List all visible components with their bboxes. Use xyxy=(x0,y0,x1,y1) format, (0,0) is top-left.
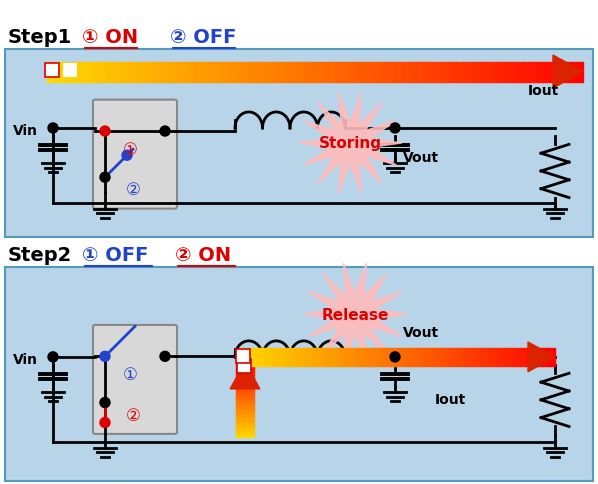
Text: Step1: Step1 xyxy=(8,28,72,47)
Text: Iout: Iout xyxy=(528,84,559,98)
Circle shape xyxy=(390,124,400,134)
Circle shape xyxy=(100,418,110,428)
Bar xyxy=(237,359,251,373)
Text: ①: ① xyxy=(123,365,138,383)
Circle shape xyxy=(100,127,110,137)
Circle shape xyxy=(100,398,110,408)
Bar xyxy=(5,268,593,481)
Text: Step2: Step2 xyxy=(8,245,72,264)
Text: ② ON: ② ON xyxy=(175,245,231,264)
Text: ②: ② xyxy=(126,406,141,424)
Text: Vout: Vout xyxy=(403,151,439,165)
Text: Release: Release xyxy=(321,307,389,322)
Bar xyxy=(236,349,250,363)
Circle shape xyxy=(100,173,110,183)
FancyBboxPatch shape xyxy=(93,325,177,434)
Text: Vin: Vin xyxy=(13,124,38,137)
Text: Vin: Vin xyxy=(13,352,38,366)
Text: Storing: Storing xyxy=(319,136,382,151)
Circle shape xyxy=(160,351,170,362)
Text: Iout: Iout xyxy=(434,392,466,406)
Text: ① ON: ① ON xyxy=(82,28,138,47)
FancyBboxPatch shape xyxy=(93,101,177,209)
Bar xyxy=(5,50,593,238)
Text: ① OFF: ① OFF xyxy=(82,245,148,264)
Text: Vout: Vout xyxy=(403,325,439,339)
Circle shape xyxy=(160,127,170,137)
Circle shape xyxy=(390,352,400,362)
Polygon shape xyxy=(303,264,407,365)
Polygon shape xyxy=(553,56,583,89)
Circle shape xyxy=(48,352,58,362)
Polygon shape xyxy=(230,362,260,389)
Circle shape xyxy=(100,351,110,362)
Text: ①: ① xyxy=(123,141,138,159)
Circle shape xyxy=(48,124,58,134)
Bar xyxy=(63,63,77,77)
Text: ② OFF: ② OFF xyxy=(170,28,236,47)
Polygon shape xyxy=(528,342,555,372)
Bar xyxy=(45,63,59,77)
Text: ②: ② xyxy=(126,181,141,199)
Circle shape xyxy=(122,151,132,161)
Polygon shape xyxy=(298,93,402,194)
